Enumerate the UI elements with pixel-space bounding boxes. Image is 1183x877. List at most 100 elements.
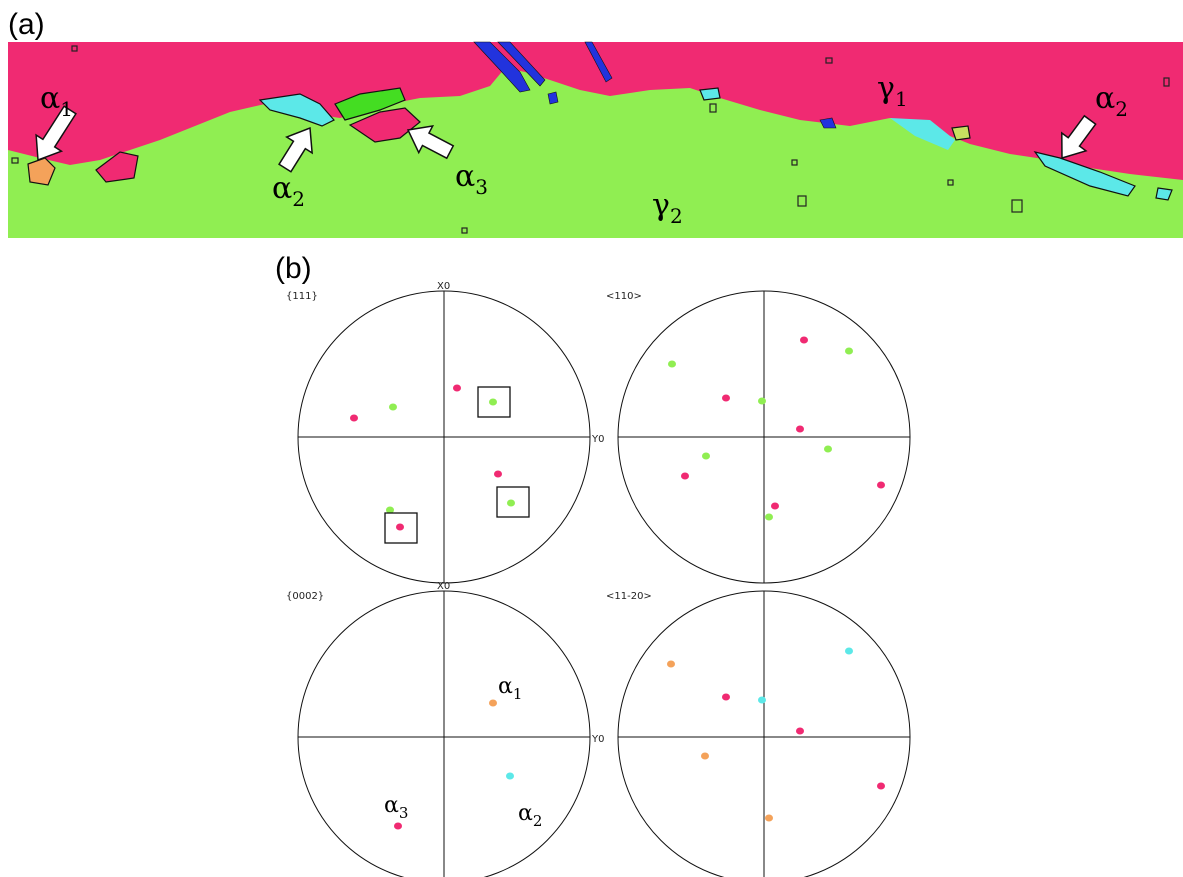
pole-title: <110> xyxy=(606,291,642,302)
panel-label: (a) xyxy=(8,8,45,41)
pole-point xyxy=(758,696,766,704)
pole-title: <11-20> xyxy=(606,591,652,602)
pole-point xyxy=(722,394,730,402)
grain xyxy=(951,125,971,141)
speck xyxy=(947,179,954,186)
subscript: 2 xyxy=(670,204,683,228)
axis-label: X0 xyxy=(437,281,450,292)
speck xyxy=(791,159,798,166)
speck xyxy=(709,103,717,113)
panel-label: (b) xyxy=(275,252,312,285)
pole-point xyxy=(796,425,804,433)
gamma2-region xyxy=(8,68,1183,238)
speck xyxy=(1163,77,1170,87)
highlight-box xyxy=(384,512,418,544)
speck xyxy=(71,45,78,52)
pole-point xyxy=(394,822,402,830)
speck xyxy=(461,227,468,234)
grain xyxy=(890,118,955,150)
pole-point xyxy=(396,523,404,531)
annotation: γ2 xyxy=(652,188,683,228)
annotation: α2 xyxy=(272,171,305,211)
pole-point xyxy=(389,403,397,411)
speck xyxy=(797,195,807,207)
annotation: α2 xyxy=(518,801,542,830)
pole-point xyxy=(877,782,885,790)
grain xyxy=(95,151,139,183)
highlight-box xyxy=(496,486,530,518)
pole-point xyxy=(845,647,853,655)
pole-title: {0002} xyxy=(286,591,324,602)
subscript: 3 xyxy=(475,175,488,199)
pole-point xyxy=(877,481,885,489)
pole-point xyxy=(701,752,709,760)
symbol: γ xyxy=(652,188,670,223)
grain xyxy=(258,93,335,127)
pole-point xyxy=(771,502,779,510)
arrow xyxy=(35,105,77,162)
subscript: 2 xyxy=(292,187,305,211)
pole-point xyxy=(758,397,766,405)
pole-point xyxy=(507,499,515,507)
arrow xyxy=(1061,114,1097,160)
symbol: α xyxy=(455,159,475,194)
grain xyxy=(699,87,721,101)
annotation: α3 xyxy=(455,159,488,199)
grain xyxy=(547,91,559,105)
annotation: α1 xyxy=(498,674,522,703)
grain xyxy=(497,41,546,87)
grain xyxy=(334,87,406,121)
pole-point xyxy=(796,727,804,735)
blue-streaks xyxy=(473,41,837,129)
symbol: α xyxy=(272,171,292,206)
pole-point xyxy=(667,660,675,668)
grain xyxy=(1033,151,1136,197)
ebsd-map xyxy=(8,41,1183,238)
speck xyxy=(825,57,833,64)
annotation: α2 xyxy=(1095,81,1128,121)
symbol: γ xyxy=(877,71,895,106)
subscript: 1 xyxy=(60,97,73,121)
annotation: α3 xyxy=(384,793,408,822)
subscript: 1 xyxy=(895,87,908,111)
axis-label: X0 xyxy=(437,581,450,592)
pole-point xyxy=(494,470,502,478)
axis-label: Y0 xyxy=(591,734,604,745)
pole-point xyxy=(681,472,689,480)
grain xyxy=(584,41,613,83)
grain xyxy=(348,107,421,143)
axis-label: Y0 xyxy=(591,434,604,445)
symbol: α xyxy=(498,674,513,699)
arrow xyxy=(406,125,455,160)
specks xyxy=(11,45,1170,234)
pole-point xyxy=(845,347,853,355)
pole-point xyxy=(765,513,773,521)
pole-title: {111} xyxy=(286,291,318,302)
grain xyxy=(1155,187,1173,201)
annotation: α1 xyxy=(40,81,73,121)
pole-point xyxy=(453,384,461,392)
pole-point xyxy=(350,414,358,422)
grain xyxy=(473,41,531,93)
symbol: α xyxy=(518,801,533,826)
speck xyxy=(1011,199,1023,213)
subscript: 3 xyxy=(399,804,409,822)
pole-point xyxy=(765,814,773,822)
arrow xyxy=(278,126,313,173)
subscript: 1 xyxy=(513,685,523,703)
pole-point xyxy=(800,336,808,344)
pole-point xyxy=(506,772,514,780)
pole-point xyxy=(489,398,497,406)
speck xyxy=(11,157,19,164)
arrows xyxy=(35,105,1097,173)
pole-point xyxy=(702,452,710,460)
pole-point xyxy=(489,699,497,707)
subscript: 2 xyxy=(1115,97,1128,121)
annotation: γ1 xyxy=(877,71,908,111)
pole-point xyxy=(824,445,832,453)
symbol: α xyxy=(384,793,399,818)
grain xyxy=(819,117,837,129)
symbol: α xyxy=(40,81,60,116)
symbol: α xyxy=(1095,81,1115,116)
